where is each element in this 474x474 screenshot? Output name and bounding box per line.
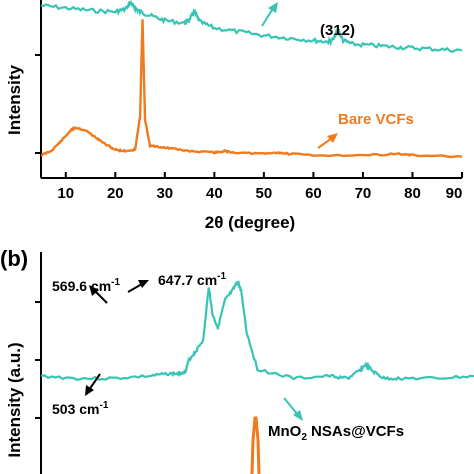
series-orange-peak-b	[250, 416, 261, 474]
panel-a-x-tick-label: 10	[57, 185, 74, 202]
annotation-bare-vcfs: Bare VCFs	[338, 111, 414, 128]
panel-a-xlabel: 2θ (degree)	[205, 213, 295, 232]
panel-a-x-tick-label: 40	[206, 185, 223, 202]
annotation-503: 503 cm-1	[52, 400, 109, 417]
panel-a-ylabel: Intensity	[5, 65, 24, 135]
teal-arrow-b	[283, 397, 303, 421]
annotation-312: (312)	[320, 22, 355, 39]
teal-arrow-a	[261, 2, 278, 27]
panel-a-x-ticks: 10 20 30 40 50 60 70 80 90	[57, 172, 463, 202]
panel-b: (b) Intensity (a.u.) 569.6 cm-1 647.7 cm…	[0, 246, 474, 474]
annotation-mno2-nsas-vcfs: MnO2 NSAs@VCFs	[268, 423, 404, 443]
panel-b-label: (b)	[0, 246, 28, 271]
annotation-647-7: 647.7 cm-1	[158, 271, 227, 288]
series-bare-vcfs-line	[40, 19, 463, 159]
panel-b-ylabel: Intensity (a.u.)	[5, 342, 24, 457]
panel-a-x-tick-label: 50	[256, 185, 273, 202]
panel-a-x-tick-label: 70	[355, 185, 372, 202]
series-mno2-raman-line	[40, 280, 474, 382]
orange-arrow-a	[317, 133, 338, 149]
panel-a-x-tick-label: 60	[305, 185, 322, 202]
arrow-647	[127, 280, 149, 293]
annotation-569-6: 569.6 cm-1	[52, 277, 121, 294]
arrow-503	[85, 373, 101, 396]
panel-a-x-tick-label: 90	[446, 185, 463, 202]
panel-a-x-tick-label: 20	[107, 185, 124, 202]
panel-a-x-tick-label: 30	[156, 185, 173, 202]
panel-a: 10 20 30 40 50 60 70 80 90 Intensity 2θ (degree)…	[5, 0, 463, 232]
series-teal-line	[40, 0, 463, 54]
panel-a-x-tick-label: 80	[404, 185, 421, 202]
arrow-569	[89, 285, 108, 304]
